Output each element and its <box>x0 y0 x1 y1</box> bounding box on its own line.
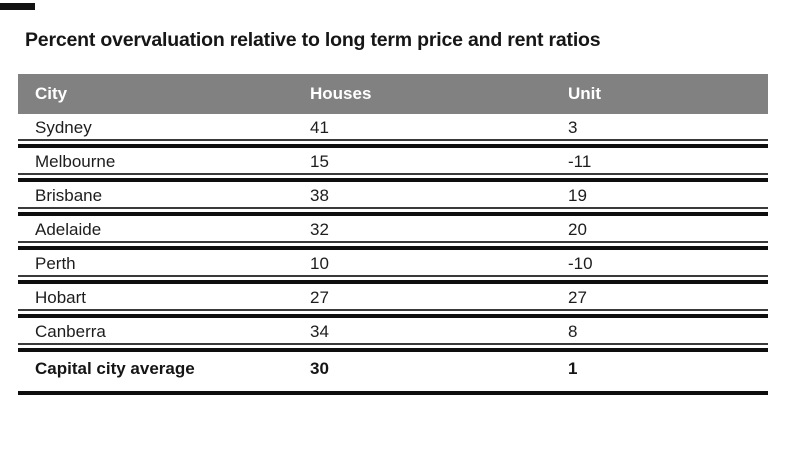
cell-unit: 20 <box>568 220 587 239</box>
corner-artifact-mark <box>0 3 35 10</box>
cell-city: Capital city average <box>35 359 195 378</box>
cell-unit: 8 <box>568 322 578 341</box>
cell-houses: 38 <box>310 186 329 205</box>
table-row: Perth 10 -10 <box>18 250 768 284</box>
column-header-houses: Houses <box>310 84 372 103</box>
table-row: Melbourne 15 -11 <box>18 148 768 182</box>
table-row: Hobart 27 27 <box>18 284 768 318</box>
cell-houses: 34 <box>310 322 329 341</box>
table-row-total: Capital city average 30 1 <box>18 352 768 395</box>
cell-city: Melbourne <box>35 152 116 171</box>
cell-unit: -11 <box>568 152 592 171</box>
cell-unit: 3 <box>568 118 578 137</box>
table-row: Sydney 41 3 <box>18 114 768 148</box>
cell-houses: 10 <box>310 254 329 273</box>
cell-houses: 15 <box>310 152 329 171</box>
cell-houses: 30 <box>310 359 329 378</box>
cell-city: Adelaide <box>35 220 102 239</box>
column-header-unit: Unit <box>568 84 602 103</box>
table-header-row: City Houses Unit <box>18 74 768 114</box>
cell-unit: -10 <box>568 254 593 273</box>
cell-unit: 1 <box>568 359 578 378</box>
overvaluation-table: City Houses Unit Sydney 41 3 Melbourne 1… <box>18 74 768 395</box>
cell-city: Sydney <box>35 118 92 137</box>
table-row: Adelaide 32 20 <box>18 216 768 250</box>
cell-unit: 19 <box>568 186 587 205</box>
cell-houses: 41 <box>310 118 329 137</box>
cell-houses: 32 <box>310 220 329 239</box>
table-row: Canberra 34 8 <box>18 318 768 352</box>
cell-city: Hobart <box>35 288 87 307</box>
cell-city: Brisbane <box>35 186 103 205</box>
cell-city: Canberra <box>35 322 106 341</box>
column-header-city: City <box>35 84 68 103</box>
cell-unit: 27 <box>568 288 587 307</box>
cell-houses: 27 <box>310 288 329 307</box>
cell-city: Perth <box>35 254 76 273</box>
page-title: Percent overvaluation relative to long t… <box>25 29 601 51</box>
table-row: Brisbane 38 19 <box>18 182 768 216</box>
